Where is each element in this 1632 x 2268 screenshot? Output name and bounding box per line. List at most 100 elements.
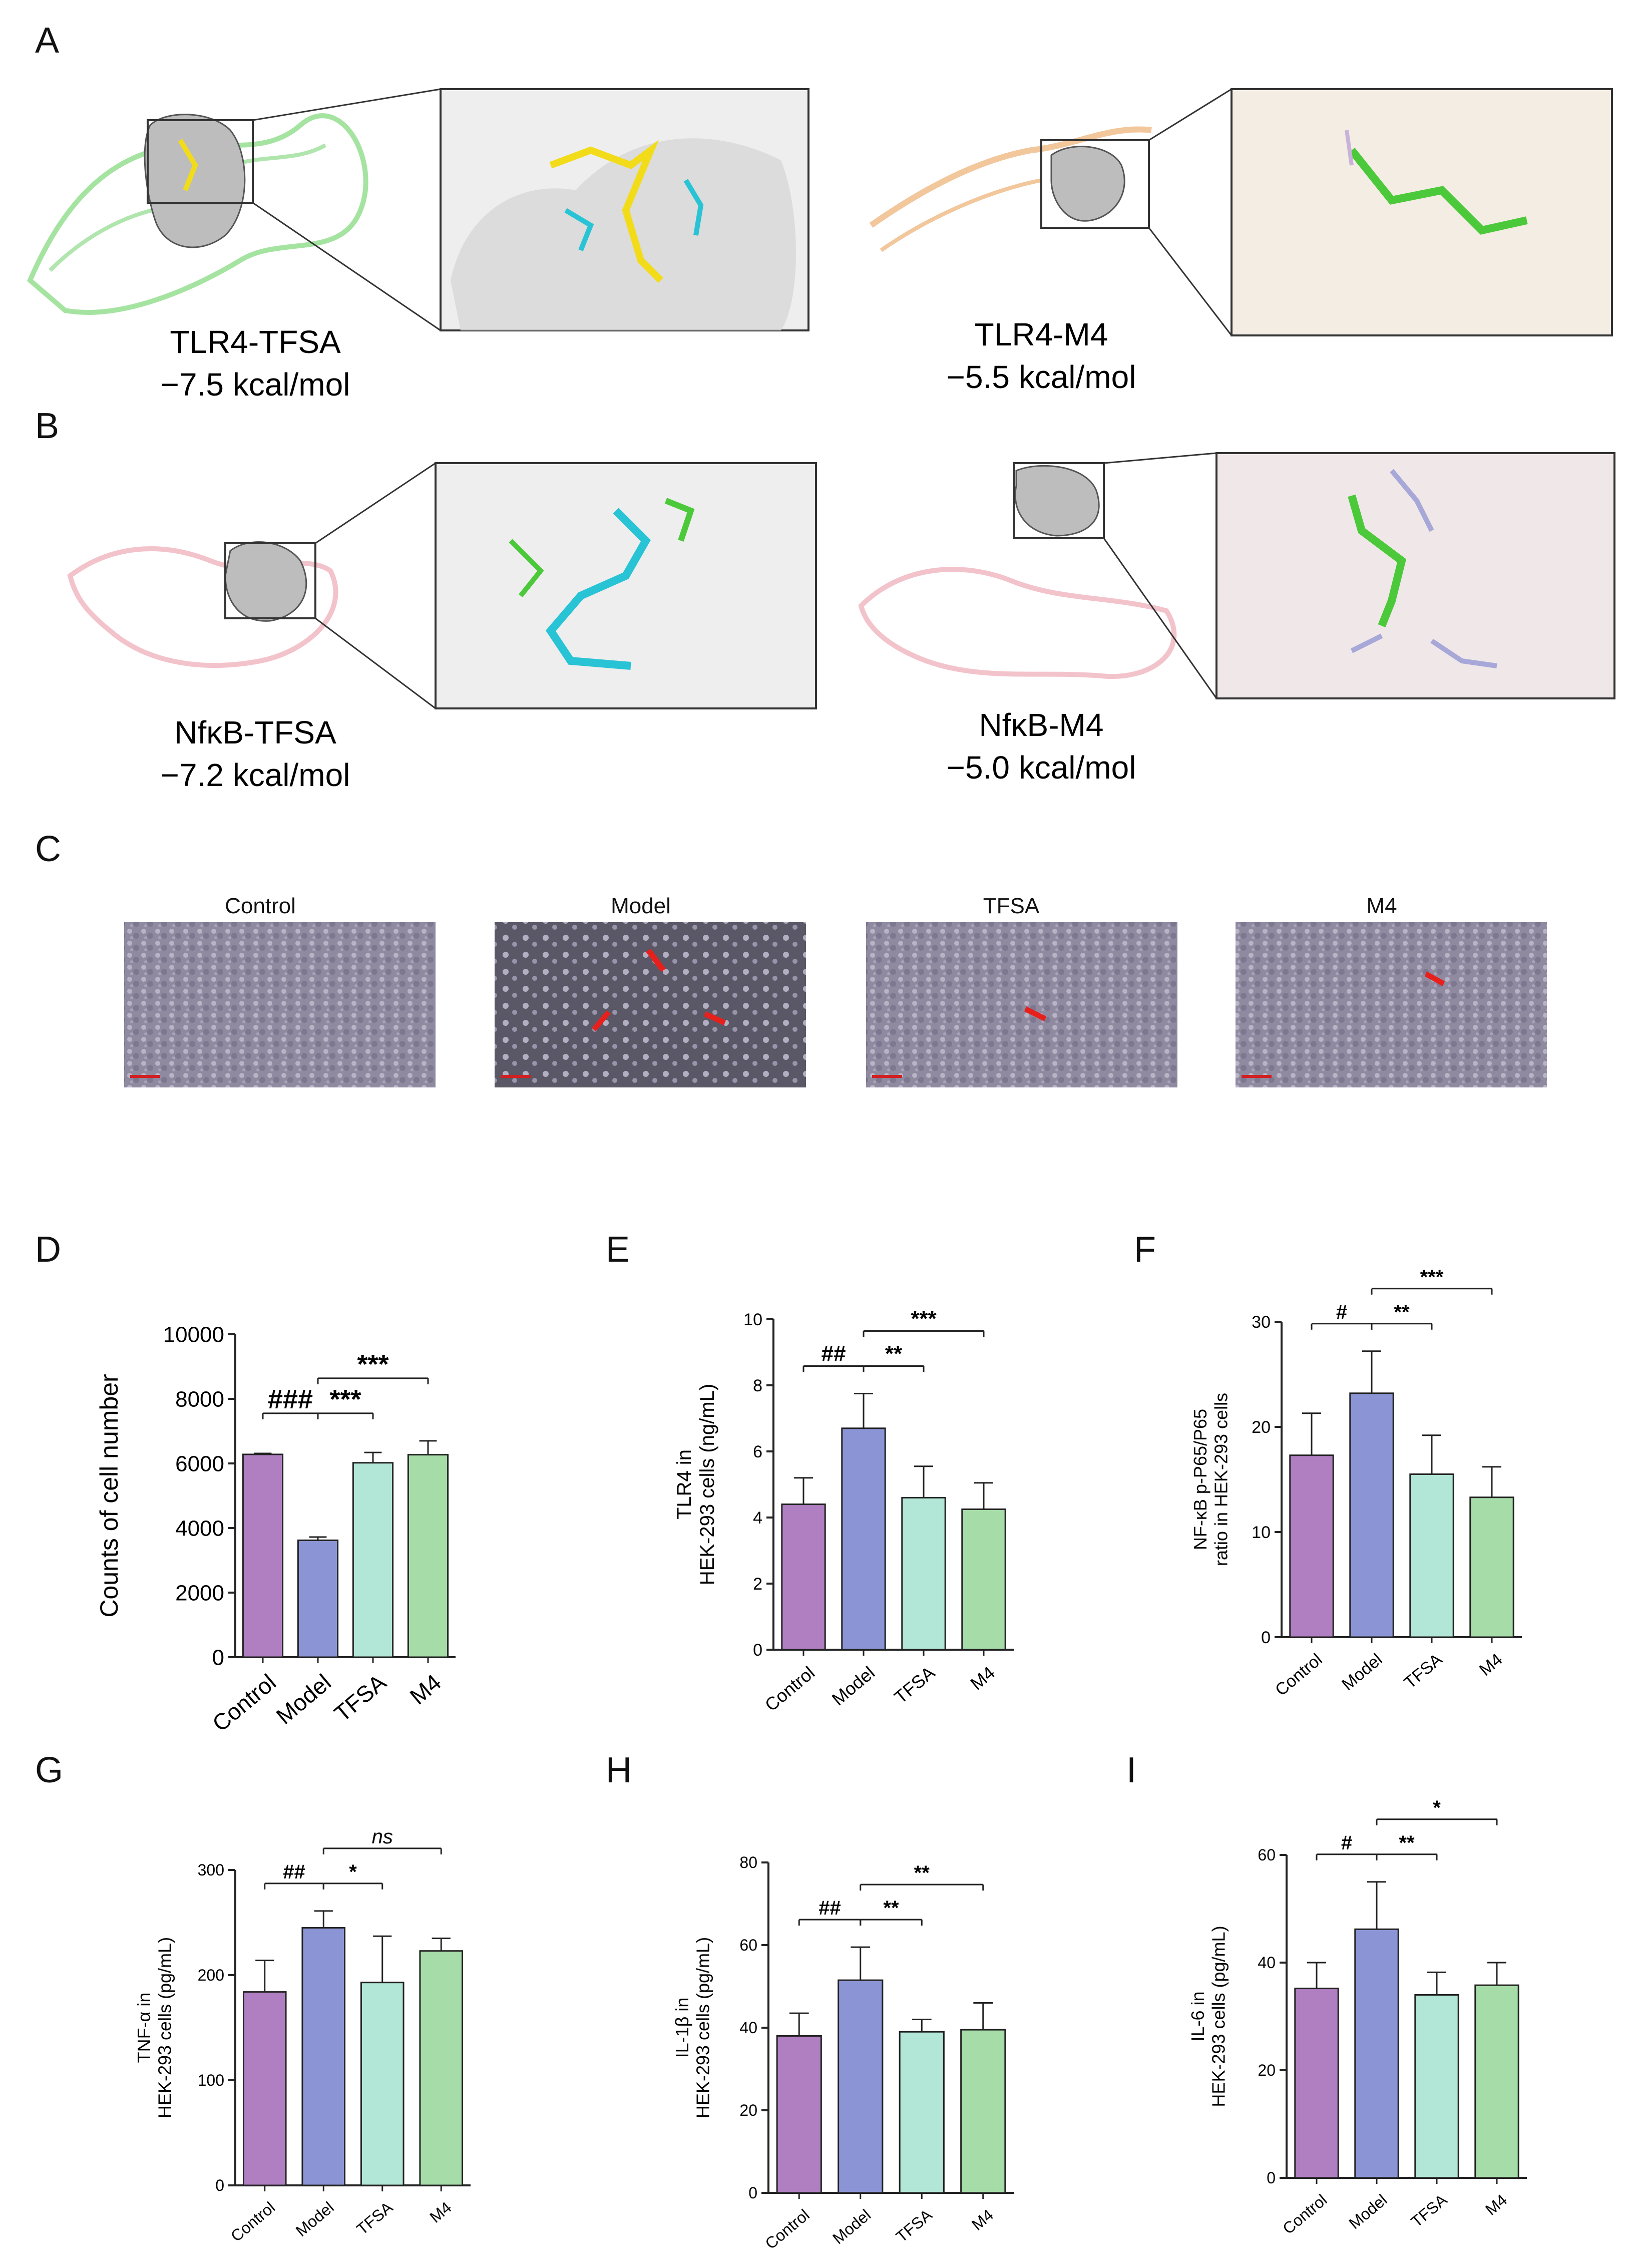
- f-bar-control: [1289, 1454, 1334, 1638]
- e-y-axis-label: TLR4 in: [673, 1449, 695, 1520]
- f-x-tick-label: Control: [1272, 1650, 1326, 1700]
- g-x-tick-label: Model: [292, 2198, 337, 2240]
- h-bar-tfsa: [899, 2031, 945, 2194]
- g-y-axis-label: TNF-α in: [134, 1993, 154, 2063]
- e-x-tick-label: M4: [966, 1662, 999, 1694]
- d-y-tick-label: 6000: [175, 1451, 224, 1476]
- microscopy-images: [124, 922, 1547, 1087]
- e-y-axis-label: HEK-293 cells (ng/mL): [696, 1384, 718, 1585]
- e-sig-label: **: [885, 1342, 903, 1366]
- f-y-tick-label: 10: [1252, 1523, 1271, 1542]
- d-bar-m4: [407, 1454, 449, 1658]
- nfkb-m4-energy: −5.0 kcal/mol: [947, 749, 1136, 786]
- i-y-axis-label: HEK-293 cells (pg/mL): [1208, 1926, 1229, 2107]
- d-y-tick-label: 8000: [175, 1387, 224, 1411]
- i-sig-label: *: [1433, 1797, 1441, 1819]
- i-y-tick-label: 40: [1258, 1954, 1276, 1972]
- panel-letter-g: G: [35, 1750, 64, 1790]
- h-x-tick-label: Control: [762, 2206, 813, 2253]
- f-x-tick-label: Model: [1338, 1650, 1386, 1694]
- f-sig-label: #: [1336, 1301, 1347, 1323]
- i-y-tick-label: 20: [1258, 2061, 1276, 2079]
- h-sig-label: **: [883, 1897, 899, 1919]
- micro-arrows: [592, 949, 1445, 1031]
- tlr4-m4-energy: −5.5 kcal/mol: [947, 359, 1136, 395]
- g-bar-model: [301, 1927, 346, 2186]
- f-sig-label: ***: [1420, 1266, 1444, 1288]
- e-bar-model: [841, 1427, 886, 1651]
- g-bar-tfsa: [360, 1982, 404, 2186]
- tlr4-m4-zoom: [1231, 88, 1613, 336]
- h-x-tick-label: M4: [968, 2206, 997, 2234]
- g-x-tick-label: TFSA: [353, 2198, 396, 2238]
- i-y-tick-label: 60: [1258, 1846, 1276, 1864]
- d-x-tick-label: TFSA: [329, 1669, 391, 1727]
- i-bar-tfsa: [1414, 1994, 1459, 2179]
- panel-letter-i: I: [1126, 1750, 1137, 1790]
- h-bar-m4: [960, 2029, 1006, 2194]
- i-y-axis-label: IL-6 in: [1187, 1991, 1208, 2041]
- h-y-axis-label: HEK-293 cells (pg/mL): [692, 1937, 713, 2118]
- e-y-tick-label: 0: [753, 1641, 762, 1660]
- i-y-tick-label: 0: [1267, 2169, 1276, 2187]
- g-sig-label: ns: [372, 1826, 393, 1848]
- tlr4-tfsa-zoom: [440, 88, 809, 331]
- e-sig-label: ***: [911, 1307, 937, 1331]
- micro-image-control: [124, 922, 436, 1087]
- e-x-tick-label: TFSA: [890, 1662, 939, 1708]
- nfkb-m4-structure: [858, 452, 1217, 699]
- h-y-tick-label: 60: [739, 1936, 757, 1954]
- d-sig-label: ***: [357, 1349, 388, 1379]
- micro-title-tfsa: TFSA: [983, 894, 1040, 918]
- nfkb-tfsa-zoom: [435, 462, 817, 709]
- e-y-tick-label: 4: [753, 1508, 762, 1528]
- micro-image-m4: [1236, 922, 1547, 1087]
- i-x-tick-label: Control: [1279, 2191, 1330, 2238]
- h-sig-label: **: [914, 1862, 930, 1884]
- f-y-tick-label: 30: [1252, 1313, 1271, 1332]
- f-y-axis-label: ratio in HEK-293 cells: [1210, 1393, 1231, 1566]
- micro-image-tfsa: [866, 922, 1177, 1087]
- panel-letter-e: E: [606, 1230, 630, 1270]
- d-sig-label: ***: [329, 1384, 361, 1414]
- nfkb-m4-label: NfκB-M4: [979, 707, 1104, 743]
- h-y-tick-label: 0: [748, 2184, 757, 2202]
- d-bar-tfsa: [352, 1462, 394, 1658]
- e-bar-control: [781, 1503, 826, 1651]
- red-arrow-icon: [704, 1011, 726, 1025]
- nfkb-tfsa-structure: [67, 462, 436, 709]
- f-y-tick-label: 0: [1261, 1628, 1271, 1647]
- nfkb-tfsa-label: NfκB-TFSA: [174, 714, 336, 750]
- g-bar-control: [242, 1991, 287, 2186]
- f-x-tick-label: M4: [1476, 1650, 1506, 1679]
- e-y-tick-label: 8: [753, 1376, 762, 1395]
- red-arrow-icon: [646, 949, 666, 972]
- i-bar-model: [1354, 1928, 1399, 2179]
- g-bar-m4: [419, 1950, 464, 2186]
- panel-letter-c: C: [35, 829, 61, 869]
- h-y-tick-label: 20: [739, 2101, 757, 2119]
- panel-letter-h: H: [606, 1750, 632, 1790]
- panel-letter-f: F: [1134, 1230, 1156, 1270]
- f-y-axis-label: NF-κB p-P65/P65: [1190, 1409, 1210, 1550]
- tlr4-m4-structure: [869, 88, 1233, 336]
- f-x-tick-label: TFSA: [1401, 1650, 1446, 1692]
- tlr4-m4-label: TLR4-M4: [975, 316, 1108, 352]
- e-x-tick-label: Model: [828, 1662, 879, 1709]
- h-sig-label: ##: [819, 1897, 841, 1919]
- d-bar-model: [297, 1540, 339, 1658]
- d-y-axis-label: Counts of cell number: [95, 1374, 123, 1617]
- d-bar-control: [242, 1453, 284, 1658]
- f-sig-label: **: [1394, 1301, 1410, 1323]
- g-y-tick-label: 300: [198, 1861, 224, 1879]
- d-y-tick-label: 0: [212, 1645, 224, 1670]
- h-y-tick-label: 40: [739, 2019, 757, 2037]
- h-y-axis-label: IL-1β in: [672, 1998, 692, 2058]
- d-sig-label: ###: [268, 1384, 313, 1414]
- g-x-tick-label: M4: [426, 2198, 455, 2226]
- micro-title-control: Control: [225, 894, 296, 918]
- g-y-tick-label: 0: [215, 2176, 224, 2194]
- d-y-tick-label: 10000: [163, 1322, 224, 1347]
- e-y-tick-label: 2: [753, 1575, 762, 1594]
